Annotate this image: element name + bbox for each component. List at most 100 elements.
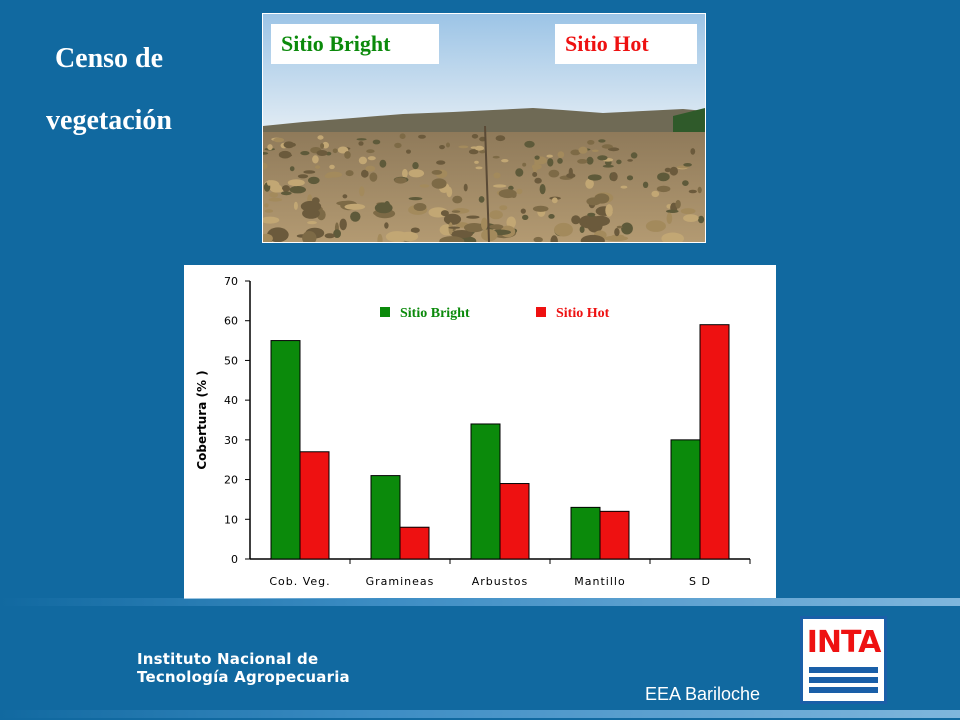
logo-stripe-3	[809, 687, 878, 693]
shrub	[402, 168, 408, 178]
legend-label-bright: Sitio Bright	[400, 306, 470, 321]
y-tick-label: 30	[224, 434, 238, 447]
shrub	[279, 153, 293, 157]
shrub	[548, 214, 555, 219]
shrub	[406, 149, 411, 154]
shrub	[302, 231, 317, 242]
shrub	[367, 156, 376, 161]
y-tick-label: 40	[224, 394, 238, 407]
shrub	[683, 163, 692, 167]
shrub	[495, 135, 506, 142]
inta-logo-text: INTA	[806, 625, 882, 660]
bar-bright	[670, 439, 701, 560]
shrub	[534, 155, 540, 160]
shrub	[369, 172, 378, 182]
shrub	[499, 205, 508, 211]
shrub	[602, 164, 614, 168]
logo-stripe-2	[809, 677, 878, 683]
shrub	[316, 150, 328, 156]
institute-line-2: Tecnología Agropecuaria	[137, 668, 350, 686]
shrub	[474, 145, 485, 151]
shrub	[580, 234, 605, 242]
shrub	[263, 162, 268, 170]
shrub	[690, 148, 696, 155]
shrub	[621, 222, 633, 235]
shrub	[293, 201, 298, 210]
shrub	[379, 159, 387, 168]
shrub	[522, 162, 527, 167]
shrub	[532, 172, 538, 177]
shrub	[443, 213, 462, 225]
shrub	[610, 172, 618, 182]
slide-title-line-1: Censo de	[54, 43, 164, 74]
shrub	[548, 169, 560, 178]
x-tick-label: Cob. Veg.	[269, 575, 330, 588]
shrub	[566, 173, 576, 179]
shrub	[289, 166, 295, 172]
shrub	[698, 215, 705, 224]
shrub	[587, 140, 595, 145]
shrub	[546, 154, 553, 158]
slide-title: Censo de vegetación	[0, 28, 218, 152]
shrub	[267, 144, 273, 151]
y-tick-label: 20	[224, 474, 238, 487]
bar-bright	[370, 475, 401, 560]
shrub	[481, 217, 488, 231]
shrub	[466, 215, 480, 219]
shrub	[697, 186, 702, 194]
shrub	[350, 211, 361, 222]
y-tick-label: 10	[224, 513, 238, 526]
shrub	[297, 174, 309, 179]
shrub	[524, 140, 535, 148]
bar-bright	[570, 506, 601, 560]
shrub	[344, 151, 351, 159]
shrub	[666, 209, 679, 213]
shrub	[332, 148, 338, 154]
shrub	[669, 166, 678, 176]
shrub	[489, 210, 503, 220]
shrub	[508, 185, 514, 191]
shrub	[436, 160, 446, 165]
shrub	[683, 214, 699, 223]
shrub	[468, 149, 479, 155]
shrub	[586, 156, 594, 165]
shrub	[493, 172, 501, 179]
shrub	[688, 189, 697, 194]
shrub	[601, 144, 613, 149]
y-tick-label: 50	[224, 354, 238, 367]
shrub	[577, 159, 588, 164]
shrub	[463, 183, 468, 192]
shrub	[603, 235, 629, 242]
shrub	[522, 214, 529, 220]
shrub	[283, 141, 295, 149]
shrub	[280, 191, 292, 196]
bar-bright	[270, 340, 301, 560]
shrub	[664, 167, 671, 173]
shrub	[344, 203, 366, 210]
shrub	[630, 152, 638, 159]
photo-label-bright: Sitio Bright	[271, 24, 439, 64]
shrub	[418, 134, 426, 139]
shrub	[264, 209, 274, 213]
bar-hot	[399, 526, 430, 560]
shrub	[448, 226, 461, 229]
shrub	[333, 229, 341, 239]
shrub	[682, 180, 689, 187]
shrub	[557, 158, 563, 164]
shrub	[312, 155, 319, 164]
x-tick-label: Gramineas	[366, 575, 435, 588]
shrub	[384, 222, 389, 229]
shrub	[269, 192, 279, 198]
shrub	[570, 149, 581, 156]
shrub	[471, 134, 479, 139]
shrub	[394, 142, 402, 149]
shrub	[439, 145, 445, 150]
shrub	[479, 150, 486, 154]
photo-label-hot: Sitio Hot	[555, 24, 697, 64]
shrub	[317, 135, 324, 140]
shrub	[578, 146, 588, 154]
shrub	[661, 232, 684, 242]
shrub	[337, 146, 349, 154]
shrub	[300, 151, 310, 156]
shrub	[358, 141, 364, 146]
